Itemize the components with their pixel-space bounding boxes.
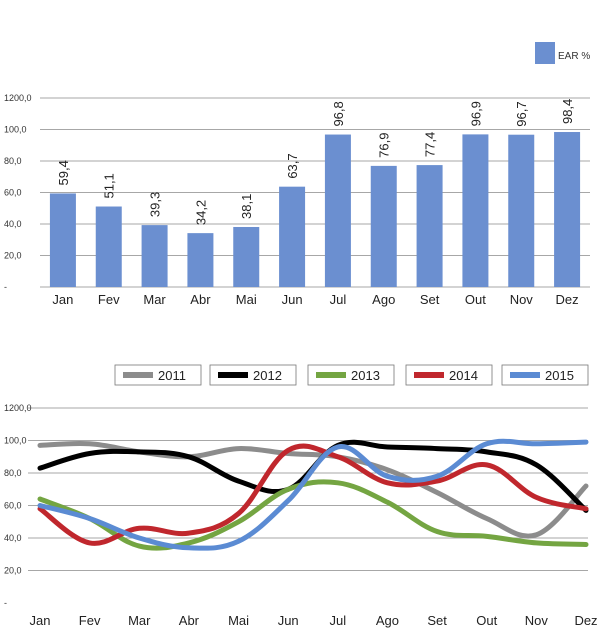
- bar-value-label: 96,9: [468, 101, 483, 126]
- bar-value-label: 98,4: [560, 99, 575, 124]
- bar-fev: [95, 206, 122, 287]
- line-y-tick-label: 100,0: [4, 436, 27, 446]
- bar-series: [49, 132, 581, 287]
- bar-y-tick-label: 1200,0: [4, 93, 32, 103]
- bar-value-label: 96,8: [331, 101, 346, 126]
- legend-label-2013: 2013: [351, 368, 380, 383]
- bar-x-tick-label: Mai: [236, 292, 257, 307]
- bar-y-tick-label: 80,0: [4, 156, 22, 166]
- bar-value-label: 76,9: [377, 133, 392, 158]
- bar-value-label: 77,4: [423, 132, 438, 157]
- legend-swatch-ear: [535, 42, 555, 64]
- bar-legend: EAR %: [535, 42, 590, 64]
- bar-x-tick-label: Ago: [372, 292, 395, 307]
- bar-value-label: 51,1: [102, 173, 117, 198]
- line-y-tick-label: 20,0: [4, 566, 22, 576]
- legend-box-2011: [114, 364, 202, 386]
- bar-ago: [370, 165, 397, 287]
- bar-value-label: 59,4: [56, 160, 71, 185]
- bar-jan: [49, 193, 76, 287]
- legend-box-2015: [501, 364, 589, 386]
- line-x-tick-labels: Jan Fev Mar Abr Mai Jun Jul Ago Set Out Nov Dez: [30, 613, 598, 628]
- line-y-tick-labels: 1200,0 100,0 80,0 60,0 40,0 20,0 -: [4, 403, 32, 608]
- bar-jun: [279, 186, 306, 287]
- bar-x-tick-labels: Jan Fev Mar Abr Mai Jun Jul Ago Set Out Nov Dez: [52, 292, 578, 307]
- line-x-tick-label: Mai: [228, 613, 249, 628]
- line-chart: 2011 2012 2013 2014 2015 1200,0 100,0 80,0 60,0…: [4, 364, 598, 628]
- bar-x-tick-label: Out: [465, 292, 486, 307]
- legend-label-2014: 2014: [449, 368, 478, 383]
- line-x-tick-label: Set: [427, 613, 447, 628]
- line-x-tick-label: Jun: [278, 613, 299, 628]
- bar-gridlines: [40, 97, 590, 288]
- line-legend: 2011 2012 2013 2014 2015: [114, 364, 589, 386]
- legend-label-2011: 2011: [158, 368, 186, 383]
- line-x-tick-label: Fev: [79, 613, 101, 628]
- bar-dez: [554, 132, 581, 287]
- line-x-tick-label: Ago: [376, 613, 399, 628]
- legend-box-2013: [307, 364, 395, 386]
- bar-x-tick-label: Mar: [143, 292, 166, 307]
- bar-value-labels: 59,4 51,1 39,3 34,2 38,1 63,7 96,8 76,9 77,4 96,9…: [56, 99, 575, 225]
- line-x-tick-label: Jul: [330, 613, 347, 628]
- bar-x-tick-label: Jan: [52, 292, 73, 307]
- line-y-tick-label: -: [4, 598, 7, 608]
- legend-label-2015: 2015: [545, 368, 574, 383]
- line-gridlines: [28, 407, 588, 571]
- bar-set: [416, 165, 443, 287]
- bar-jul: [324, 134, 351, 287]
- line-y-tick-label: 80,0: [4, 468, 22, 478]
- line-x-tick-label: Dez: [574, 613, 597, 628]
- legend-label-ear: EAR %: [558, 51, 590, 62]
- bar-x-tick-label: Abr: [190, 292, 211, 307]
- bar-value-label: 38,1: [239, 194, 254, 219]
- bar-y-tick-labels: 1200,0 100,0 80,0 60,0 40,0 20,0 -: [4, 93, 32, 292]
- line-series-2013: [37, 479, 589, 551]
- line-x-tick-label: Nov: [525, 613, 549, 628]
- bar-y-tick-label: 40,0: [4, 219, 22, 229]
- bar-value-label: 63,7: [285, 153, 300, 178]
- line-x-tick-label: Out: [476, 613, 497, 628]
- bar-x-tick-label: Nov: [510, 292, 534, 307]
- line-series-2011: [37, 441, 589, 539]
- bar-x-tick-label: Set: [420, 292, 440, 307]
- line-y-tick-label: 40,0: [4, 533, 22, 543]
- bar-y-tick-label: 100,0: [4, 125, 27, 135]
- legend-box-2014: [405, 364, 493, 386]
- bar-x-tick-label: Dez: [556, 292, 579, 307]
- bar-nov: [508, 134, 535, 287]
- line-y-tick-label: 1200,0: [4, 403, 32, 413]
- line-y-tick-label: 60,0: [4, 501, 22, 511]
- line-series-2014: [37, 443, 589, 546]
- line-x-tick-label: Abr: [179, 613, 200, 628]
- line-x-tick-label: Jan: [30, 613, 51, 628]
- bar-y-tick-label: 60,0: [4, 188, 22, 198]
- bar-y-tick-label: -: [4, 282, 7, 292]
- bar-x-tick-label: Jul: [330, 292, 347, 307]
- bar-x-tick-label: Jun: [282, 292, 303, 307]
- bar-abr: [187, 233, 214, 287]
- bar-mar: [141, 225, 168, 287]
- bar-value-label: 34,2: [193, 200, 208, 225]
- legend-box-2012: [209, 364, 297, 386]
- bar-x-tick-label: Fev: [98, 292, 120, 307]
- bar-y-tick-label: 20,0: [4, 251, 22, 261]
- bar-mai: [233, 226, 260, 287]
- line-series-2015: [37, 438, 589, 551]
- line-series-group: [37, 438, 589, 551]
- bar-value-label: 39,3: [148, 192, 163, 217]
- bar-value-label: 96,7: [514, 101, 529, 126]
- bar-out: [462, 134, 489, 287]
- legend-label-2012: 2012: [253, 368, 282, 383]
- line-x-tick-label: Mar: [128, 613, 151, 628]
